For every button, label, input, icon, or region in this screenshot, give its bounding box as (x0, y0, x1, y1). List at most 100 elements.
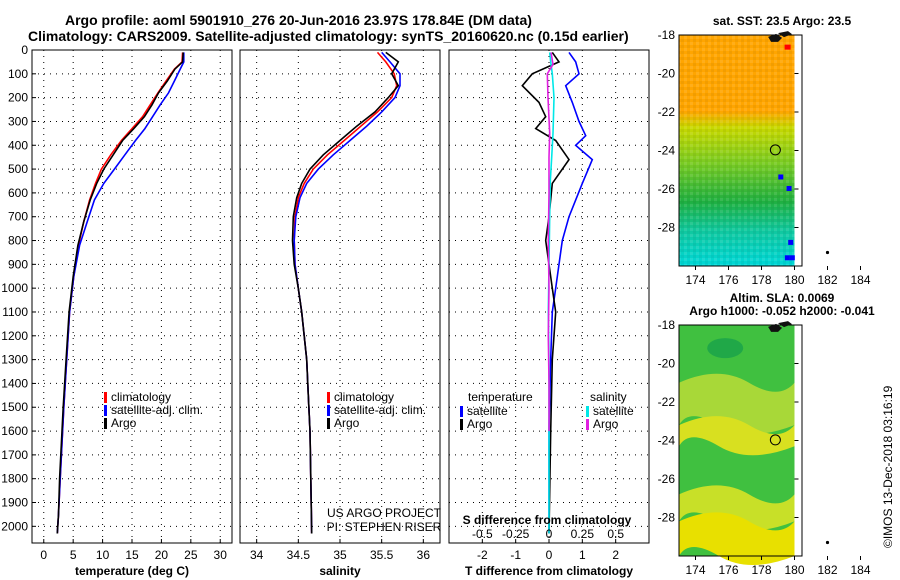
temperature-ytick-label: 1200 (1, 329, 28, 343)
sst-map-panel: sat. SST: 23.5 Argo: 23.5 174 176 178 180 182… (658, 14, 871, 287)
temperature-xtick-label: 30 (214, 548, 228, 562)
sst_map-xtick-label: 184 (850, 273, 870, 287)
temperature-panel: 0 5 10 15 20 25 300100200300400500600700800900… (1, 43, 233, 578)
extras: ©IMOS 13-Dec-2018 03:16:19 (881, 385, 895, 548)
temperature-ytick-label: 1800 (1, 472, 28, 486)
figure-title-line1: Argo profile: aoml 5901910_276 20-Jun-20… (65, 12, 532, 28)
temperature-ytick-label: 400 (8, 138, 28, 152)
sst_map-island-small (825, 250, 830, 255)
sla_map-island (778, 321, 792, 328)
temperature-ytick-label: 1500 (1, 400, 28, 414)
sst_map-ytick-label: -18 (658, 28, 676, 42)
temperature-ytick-label: 1300 (1, 353, 28, 367)
sst_map-xtick-label: 178 (751, 273, 771, 287)
sla_map-argo-marker (769, 434, 781, 446)
diff-legend-label: satellite (593, 404, 634, 418)
salinity-xtick-label: 34.5 (287, 548, 311, 562)
differences-xtick-label: 0 (546, 548, 553, 562)
sst-pixel (786, 186, 792, 191)
diff-stick-label: -0.25 (502, 527, 530, 541)
temperature-ytick-label: 1700 (1, 448, 28, 462)
sla_map-ytick-label: -24 (658, 434, 676, 448)
temperature-xtick-label: 5 (70, 548, 77, 562)
sla_map-xtick-label: 178 (751, 563, 771, 577)
diff-legend-salinity-title: salinity (590, 390, 627, 404)
sst-pixel (784, 255, 790, 261)
temperature-xtick-label: 10 (96, 548, 110, 562)
temperature-ytick-label: 1900 (1, 496, 28, 510)
sla-map-title: Altim. SLA: 0.0069 (730, 291, 835, 305)
diff-legend-label: satellite (467, 404, 508, 418)
difference-panel: -2 -1 0 1 2 T difference from climatology temp… (448, 49, 650, 578)
diff-legend-temperature-title: temperature (468, 390, 533, 404)
temperature-xtick-label: 20 (155, 548, 169, 562)
salinity-xtick-label: 34 (250, 548, 264, 562)
temperature-ytick-label: 200 (8, 91, 28, 105)
temperature-legend-label: satellite-adj. clim. (111, 403, 203, 417)
sst_map-xtick-label: 176 (718, 273, 738, 287)
sst_map-ytick-label: -20 (658, 67, 676, 81)
sla_map-ytick-label: -26 (658, 472, 676, 486)
differences-xtick-label: 1 (579, 548, 586, 562)
temperature-series-argo (56, 52, 184, 534)
sla-map-band (679, 512, 795, 565)
sst_map-frame (678, 34, 803, 267)
sla_map-xtick-label: 176 (718, 563, 738, 577)
sla_map-ytick-label: -28 (658, 511, 676, 525)
figure-title-line2: Climatology: CARS2009. Satellite-adjuste… (28, 28, 629, 44)
sla-map-subtitle: Argo h1000: -0.052 h2000: -0.041 (689, 304, 875, 318)
sst_map-argo-marker (769, 144, 781, 156)
salinity-xtick-label: 36 (417, 548, 431, 562)
sla_map-ytick-label: -22 (658, 395, 676, 409)
temperature-legend-swatch (104, 418, 107, 429)
salinity-legend-swatch (327, 405, 330, 416)
credit-project: US ARGO PROJECT (327, 506, 442, 520)
sst-pixel (778, 174, 784, 180)
salinity-legend-label: climatology (334, 390, 394, 404)
differences-xtick-label: -1 (510, 548, 521, 562)
sla_map-xtick-label: 180 (784, 563, 804, 577)
sla_map-island-small (825, 540, 830, 545)
salinity-legend-swatch (327, 392, 330, 403)
differences-xlabel: T difference from climatology (465, 564, 633, 578)
sst_map-island (778, 31, 792, 38)
sst_map-ytick-label: -24 (658, 144, 676, 158)
temperature-ytick-label: 500 (8, 162, 28, 176)
temperature-ytick-label: 600 (8, 186, 28, 200)
sst-pixel (788, 239, 794, 245)
diff-legend-label: Argo (593, 417, 619, 431)
diff-legend-swatch (460, 406, 463, 417)
temperature-ytick-label: 300 (8, 114, 28, 128)
diff-stick-label: 0 (546, 527, 553, 541)
sla_map-xtick-label: 182 (817, 563, 837, 577)
sst_map-island (768, 33, 783, 42)
differences-series-s-argo (546, 52, 554, 432)
sla_map-island (768, 323, 783, 332)
temperature-ytick-label: 700 (8, 210, 28, 224)
sst_map-xtick-label: 182 (817, 273, 837, 287)
salinity-xtick-label: 35.5 (370, 548, 394, 562)
differences-series-t-satellite (548, 51, 594, 534)
temperature-xtick-label: 0 (40, 548, 47, 562)
temperature-ytick-label: 2000 (1, 519, 28, 533)
temperature-ytick-label: 1000 (1, 281, 28, 295)
sla_map-xtick-label: 184 (850, 563, 870, 577)
diff-stick-label: 0.25 (571, 527, 595, 541)
imos-stamp: ©IMOS 13-Dec-2018 03:16:19 (881, 385, 895, 548)
sst_map-ytick-label: -22 (658, 105, 676, 119)
differences-xtick-label: 2 (612, 548, 619, 562)
sst_map-xtick-label: 180 (784, 273, 804, 287)
diff-legend-swatch (586, 419, 589, 430)
salinity-legend-label: satellite-adj. clim. (334, 403, 426, 417)
sst_map-ytick-label: -26 (658, 182, 676, 196)
salinity-xlabel: salinity (319, 564, 361, 578)
salinity-legend-swatch (327, 418, 330, 429)
sla_map-frame (678, 324, 803, 557)
temperature-legend-swatch (104, 405, 107, 416)
temperature-xtick-label: 25 (184, 548, 198, 562)
credit-pi: PI: STEPHEN RISER (327, 520, 442, 534)
temperature-legend-label: Argo (111, 416, 137, 430)
temperature-legend-swatch (104, 392, 107, 403)
